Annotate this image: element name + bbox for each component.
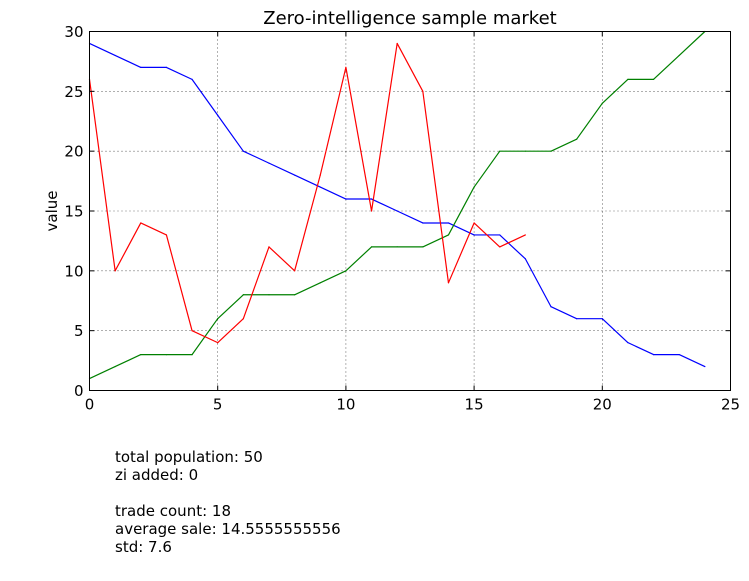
series-1-point xyxy=(294,174,296,176)
series-3-point xyxy=(268,246,270,248)
series-1-point xyxy=(652,354,655,356)
series-2-point xyxy=(217,318,219,320)
series-3-point xyxy=(242,318,244,320)
series-3-point xyxy=(217,342,219,344)
series-3-point xyxy=(165,234,168,236)
series-1-point xyxy=(345,198,347,200)
series-1-point xyxy=(140,66,142,68)
series-2-point xyxy=(627,78,629,80)
series-2-point xyxy=(499,150,501,152)
series-2-point xyxy=(345,270,347,272)
series-1-point xyxy=(217,114,219,116)
total-population-text: total population: 50 xyxy=(115,448,263,466)
series-3-point xyxy=(447,282,450,284)
series-3-point xyxy=(422,90,424,92)
series-2-point xyxy=(447,234,450,236)
series-1-point xyxy=(576,318,578,320)
series-1-point xyxy=(370,198,373,200)
x-tick-label: 25 xyxy=(721,396,740,414)
series-3-point xyxy=(140,222,142,224)
axis-ticks: 0 5 10 15 20 25 0 5 10 15 20 25 30 xyxy=(64,23,740,414)
series-2-point xyxy=(191,354,193,356)
series-3-point xyxy=(396,42,398,45)
zi-added-text: zi added: 0 xyxy=(115,466,199,484)
series-2-point xyxy=(473,186,475,188)
series-3-point xyxy=(345,66,347,68)
series-1-point xyxy=(678,354,680,356)
line-chart: Zero-intelligence sample market value 0 5… xyxy=(43,8,740,414)
average-sale-text: average sale: 14.5555555556 xyxy=(115,520,341,538)
series-1-point xyxy=(473,234,475,236)
series-3-point xyxy=(294,270,296,272)
series-1-point xyxy=(422,222,424,224)
series-1-point xyxy=(447,222,450,224)
series-line-2 xyxy=(89,31,706,380)
y-tick-label: 5 xyxy=(74,322,84,340)
x-tick-label: 20 xyxy=(593,396,612,414)
series-2-point xyxy=(652,78,655,80)
chart-title: Zero-intelligence sample market xyxy=(263,8,556,29)
stats-spacer xyxy=(115,484,341,502)
y-axis-label: value xyxy=(43,191,61,232)
y-tick-label: 30 xyxy=(64,23,83,41)
series-2-point xyxy=(576,138,578,140)
series-3-point xyxy=(499,246,501,248)
series-2-point xyxy=(524,150,526,152)
series-2-point xyxy=(601,102,603,104)
series-3-point xyxy=(473,222,475,224)
market-stats: total population: 50 zi added: 0 trade c… xyxy=(115,448,341,556)
series-1-point xyxy=(191,78,193,80)
x-tick-label: 5 xyxy=(213,396,223,414)
series-1-point xyxy=(524,258,526,260)
series-1-point xyxy=(319,186,321,188)
series-2-point xyxy=(319,282,321,284)
series-2-point xyxy=(550,150,552,152)
series-2-point xyxy=(114,365,116,368)
series-2-point xyxy=(422,246,424,248)
series-1-point xyxy=(550,306,552,308)
y-tick-label: 20 xyxy=(64,143,83,161)
series-3-point xyxy=(370,210,373,212)
x-tick-label: 10 xyxy=(336,396,355,414)
series-3-point xyxy=(191,330,193,332)
series-3-point xyxy=(319,174,321,176)
series-2-point xyxy=(165,354,168,356)
y-tick-label: 0 xyxy=(74,382,84,400)
series-1-point xyxy=(396,210,398,212)
series-2-point xyxy=(140,354,142,356)
std-text: std: 7.6 xyxy=(115,538,172,556)
series-2-point xyxy=(370,246,373,248)
series-1-point xyxy=(601,318,603,320)
y-tick-label: 25 xyxy=(64,83,83,101)
series-2-point xyxy=(294,294,296,296)
series-1-point xyxy=(165,66,168,68)
grid-lines xyxy=(89,31,731,391)
y-tick-label: 15 xyxy=(64,203,83,221)
series-line-1 xyxy=(89,42,706,368)
y-tick-label: 10 xyxy=(64,262,83,280)
series-1-point xyxy=(627,342,629,344)
series-2-point xyxy=(268,294,270,296)
series-2-point xyxy=(396,246,398,248)
x-tick-label: 0 xyxy=(85,396,95,414)
series-2-point xyxy=(242,294,244,296)
trade-count-text: trade count: 18 xyxy=(115,502,231,520)
series-1-point xyxy=(499,234,501,236)
series-lines xyxy=(88,30,706,380)
series-1-point xyxy=(114,54,116,57)
series-3-point xyxy=(114,270,116,272)
series-line-3 xyxy=(88,42,526,344)
series-2-point xyxy=(678,54,680,57)
x-tick-label: 15 xyxy=(465,396,484,414)
series-1-point xyxy=(268,162,270,164)
series-3-point xyxy=(524,234,526,236)
series-1-point xyxy=(704,365,706,368)
series-1-point xyxy=(242,150,244,152)
